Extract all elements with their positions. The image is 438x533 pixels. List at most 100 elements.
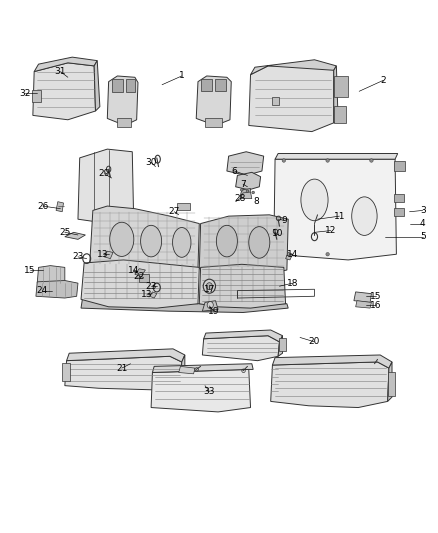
- Bar: [215, 79, 226, 91]
- Text: 9: 9: [281, 216, 287, 225]
- Polygon shape: [78, 149, 134, 223]
- Polygon shape: [56, 201, 64, 212]
- Text: 22: 22: [134, 272, 145, 281]
- Bar: [394, 194, 404, 201]
- Text: 24: 24: [36, 286, 47, 295]
- Ellipse shape: [203, 279, 215, 293]
- Bar: [32, 90, 41, 102]
- Text: 30: 30: [145, 158, 157, 167]
- Text: 25: 25: [59, 228, 71, 237]
- Polygon shape: [36, 280, 78, 298]
- Bar: [279, 338, 286, 351]
- Polygon shape: [81, 260, 199, 308]
- Text: 17: 17: [204, 285, 215, 294]
- Polygon shape: [180, 355, 185, 386]
- Polygon shape: [251, 60, 336, 75]
- Polygon shape: [354, 292, 371, 302]
- Polygon shape: [240, 189, 251, 197]
- Text: 28: 28: [234, 194, 246, 203]
- Ellipse shape: [173, 228, 191, 257]
- Text: 15: 15: [24, 265, 35, 274]
- Bar: [112, 79, 123, 92]
- Text: 6: 6: [231, 166, 237, 175]
- Bar: [272, 98, 279, 106]
- Ellipse shape: [370, 159, 373, 162]
- Bar: [334, 76, 348, 96]
- Text: 5: 5: [420, 232, 426, 241]
- Text: 10: 10: [272, 229, 284, 238]
- Text: 2: 2: [381, 76, 386, 85]
- Text: 32: 32: [20, 89, 31, 98]
- Text: 14: 14: [128, 265, 139, 274]
- Text: 4: 4: [420, 219, 425, 228]
- Polygon shape: [249, 64, 334, 132]
- Bar: [126, 79, 135, 92]
- Text: 27: 27: [169, 207, 180, 216]
- Bar: [201, 79, 212, 91]
- Polygon shape: [107, 76, 138, 125]
- Polygon shape: [356, 301, 371, 308]
- Ellipse shape: [207, 302, 213, 309]
- Polygon shape: [34, 57, 97, 71]
- Text: 15: 15: [370, 292, 381, 301]
- Polygon shape: [202, 336, 279, 361]
- Ellipse shape: [326, 159, 329, 162]
- Bar: [394, 161, 405, 171]
- Polygon shape: [94, 61, 100, 111]
- Polygon shape: [278, 336, 283, 356]
- Polygon shape: [151, 369, 251, 412]
- Ellipse shape: [216, 225, 237, 257]
- Text: 11: 11: [334, 212, 345, 221]
- Polygon shape: [227, 152, 264, 175]
- Polygon shape: [33, 63, 95, 120]
- Text: 33: 33: [204, 387, 215, 396]
- Ellipse shape: [240, 189, 243, 191]
- Bar: [177, 203, 190, 211]
- Polygon shape: [334, 66, 338, 123]
- Polygon shape: [90, 206, 199, 276]
- Text: 29: 29: [99, 169, 110, 178]
- Text: 23: 23: [145, 282, 157, 290]
- Ellipse shape: [301, 179, 328, 221]
- Bar: [394, 208, 404, 216]
- Text: 19: 19: [208, 306, 219, 316]
- Bar: [62, 363, 70, 381]
- Text: 12: 12: [325, 226, 336, 235]
- Ellipse shape: [282, 253, 286, 256]
- Text: 3: 3: [420, 206, 426, 215]
- Ellipse shape: [246, 190, 249, 192]
- Text: 23: 23: [72, 252, 84, 261]
- Ellipse shape: [352, 197, 377, 236]
- Ellipse shape: [141, 225, 162, 257]
- Polygon shape: [199, 215, 288, 276]
- Bar: [117, 118, 131, 127]
- Ellipse shape: [249, 227, 270, 258]
- Polygon shape: [150, 292, 157, 298]
- Text: 18: 18: [287, 279, 298, 288]
- Polygon shape: [204, 330, 283, 342]
- Polygon shape: [135, 269, 145, 276]
- Polygon shape: [179, 366, 195, 374]
- Text: 1: 1: [179, 71, 185, 80]
- Text: 13: 13: [141, 290, 152, 300]
- Text: 16: 16: [370, 301, 381, 310]
- Polygon shape: [152, 364, 253, 373]
- Ellipse shape: [206, 282, 212, 290]
- Ellipse shape: [282, 159, 286, 162]
- Polygon shape: [388, 362, 392, 401]
- Polygon shape: [65, 356, 182, 390]
- Polygon shape: [271, 362, 389, 408]
- Bar: [205, 118, 222, 127]
- Bar: [334, 106, 346, 123]
- Bar: [139, 274, 149, 282]
- Bar: [388, 372, 395, 395]
- Text: 26: 26: [37, 201, 49, 211]
- Polygon shape: [196, 76, 231, 125]
- Polygon shape: [104, 251, 113, 259]
- Text: 21: 21: [116, 364, 127, 373]
- Polygon shape: [275, 154, 398, 159]
- Text: 20: 20: [309, 337, 320, 346]
- Polygon shape: [236, 172, 261, 190]
- Text: 14: 14: [287, 250, 298, 259]
- Text: 31: 31: [55, 67, 66, 76]
